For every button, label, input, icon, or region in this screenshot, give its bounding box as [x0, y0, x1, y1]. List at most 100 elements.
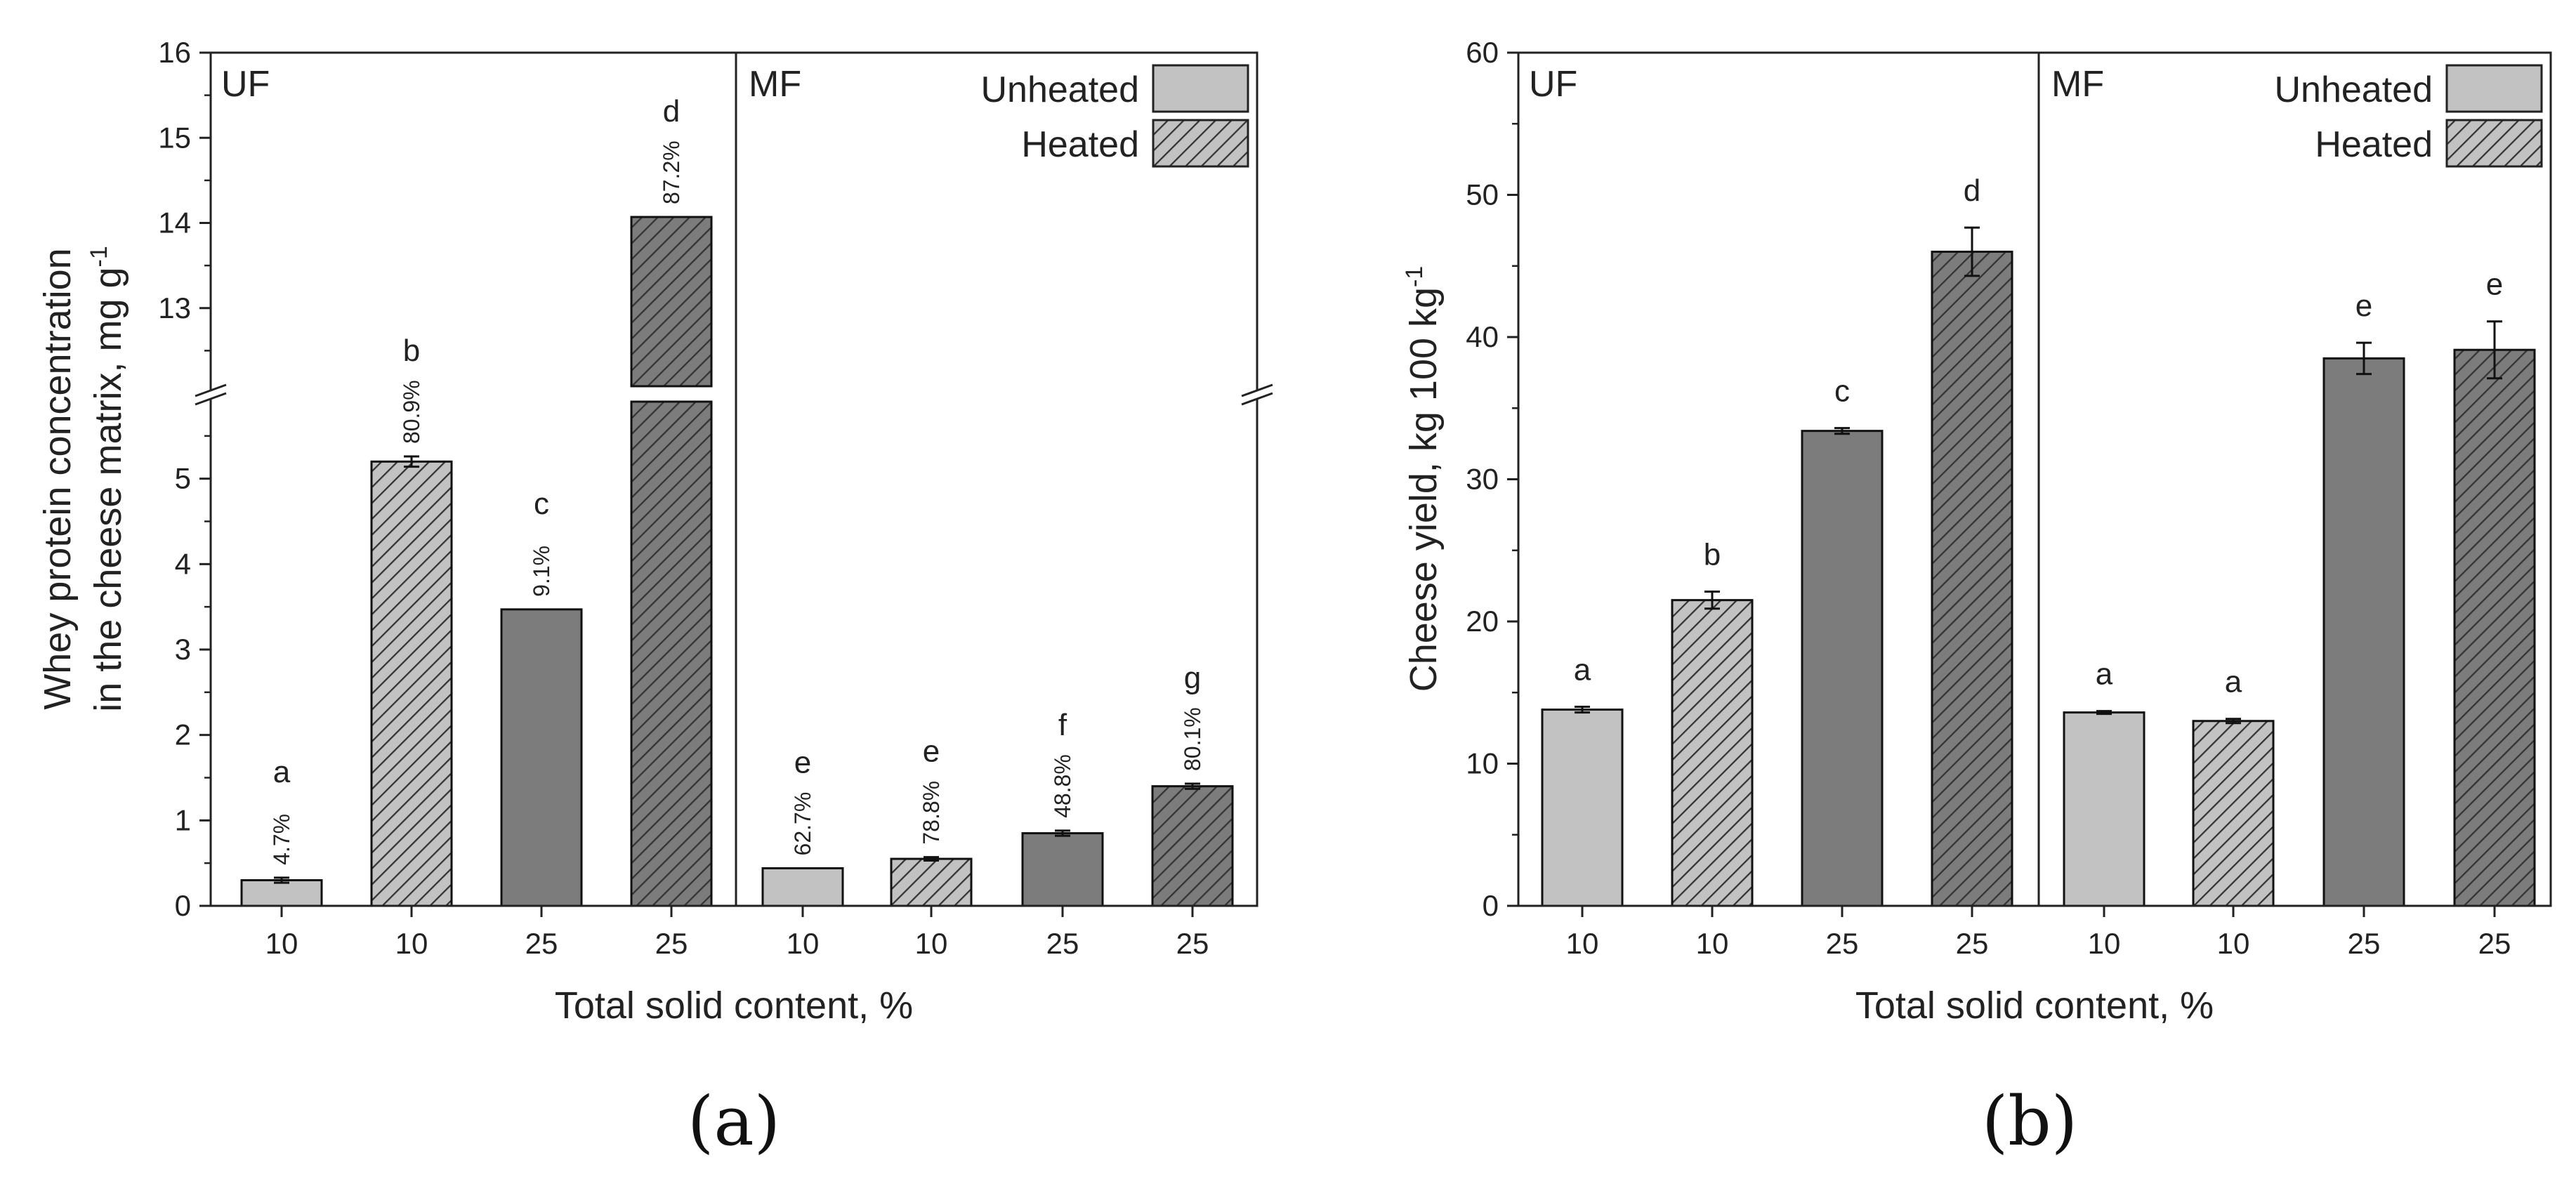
legend-label-heated: Heated	[2315, 124, 2433, 165]
significance-letter: g	[1184, 661, 1201, 695]
x-tick-label: 10	[265, 927, 298, 960]
bar-b-3	[1801, 430, 1884, 907]
legend-swatch-heated	[2445, 119, 2543, 168]
axis-break-gap-right	[1236, 390, 1278, 399]
x-tick-label: 25	[1176, 927, 1209, 960]
x-tick-label: 10	[1696, 927, 1729, 960]
bar-percentage-label: 4.7%	[269, 814, 294, 865]
bar-a-1	[240, 879, 323, 907]
y-tick-label: 30	[1466, 463, 1499, 496]
y-axis-title-superscript: -1	[1401, 266, 1428, 287]
y-axis-title: Cheese yield, kg 100 kg-1	[1401, 266, 1445, 692]
y-tick-label: 5	[175, 462, 191, 495]
bar-b-7	[2322, 357, 2405, 907]
x-tick-label: 10	[915, 927, 948, 960]
y-tick-label: 4	[175, 547, 191, 580]
group-label-mf: MF	[2051, 64, 2104, 105]
y-tick-label: 1	[175, 803, 191, 836]
bar-percentage-label: 62.7%	[790, 792, 815, 856]
x-tick-label: 25	[1826, 927, 1859, 960]
x-axis-title: Total solid content, %	[555, 984, 913, 1027]
x-tick-label: 10	[1566, 927, 1599, 960]
significance-letter: f	[1058, 708, 1067, 742]
bar-percentage-label: 80.9%	[399, 380, 424, 444]
y-tick-label: 13	[158, 291, 191, 324]
bar-percentage-label: 80.1%	[1180, 707, 1205, 771]
bar-b-6	[2192, 720, 2275, 907]
caption-b: (b)	[1982, 1082, 2077, 1161]
axis-break-gap-left	[190, 390, 232, 399]
legend-label-unheated: Unheated	[2274, 70, 2433, 110]
caption-a: (a)	[688, 1082, 780, 1161]
bar-a-6	[890, 857, 973, 907]
bar-a-2	[370, 460, 453, 907]
y-tick-label: 15	[158, 121, 191, 154]
bar-a-4-upper	[630, 216, 713, 388]
significance-letter: c	[1834, 374, 1850, 409]
bar-b-2	[1671, 599, 1754, 907]
x-tick-label: 25	[2478, 927, 2511, 960]
significance-letter: b	[403, 334, 420, 368]
x-axis-title: Total solid content, %	[1855, 984, 2214, 1027]
significance-letter: c	[534, 487, 549, 521]
y-tick-label: 40	[1466, 320, 1499, 353]
significance-letter: a	[273, 755, 291, 789]
x-tick-label: 10	[2217, 927, 2250, 960]
significance-letter: e	[2355, 289, 2372, 323]
bar-a-5	[761, 867, 844, 907]
bar-b-5	[2063, 711, 2145, 907]
bar-b-4	[1931, 251, 2013, 907]
significance-letter: e	[794, 745, 811, 779]
axis-break-mark-right	[1241, 392, 1273, 406]
significance-letter: a	[2225, 665, 2242, 699]
bar-a-3	[500, 608, 583, 907]
bar-b-1	[1541, 709, 1624, 907]
x-tick-label: 25	[1956, 927, 1989, 960]
y-axis-title-superscript: -1	[86, 246, 112, 267]
legend-label-heated: Heated	[1021, 124, 1139, 165]
y-tick-label: 14	[158, 206, 191, 239]
chart-a: 0 1 2 3 4 5 13 14 15 16 Whey protein concentration…	[37, 36, 1278, 1161]
axis-break-mark-right	[1241, 383, 1273, 397]
significance-letter: b	[1704, 537, 1721, 572]
y-tick-label: 0	[175, 889, 191, 922]
bar-a-4-lower	[630, 400, 713, 907]
legend-swatch-unheated	[2445, 64, 2543, 113]
bar-b-8	[2453, 348, 2536, 907]
y-axis-title-text: in the cheese matrix, mg g	[87, 267, 129, 711]
bar-percentage-label: 78.8%	[919, 781, 944, 845]
y-tick-label: 60	[1466, 36, 1499, 69]
bar-percentage-label: 87.2%	[659, 140, 684, 204]
y-tick-label: 20	[1466, 605, 1499, 638]
significance-letter: d	[663, 94, 680, 129]
x-tick-label: 10	[2088, 927, 2121, 960]
plot-frame	[209, 51, 1259, 907]
significance-letter: a	[1574, 653, 1591, 687]
significance-letter: e	[923, 735, 940, 769]
x-tick-label: 25	[1046, 927, 1079, 960]
legend-label-unheated: Unheated	[980, 70, 1139, 110]
y-axis-title-line1: Whey protein concentration	[37, 248, 79, 709]
legend-swatch-heated	[1152, 119, 1249, 168]
y-tick-label: 16	[158, 36, 191, 69]
y-axis-title-text: Cheese yield, kg 100 kg	[1402, 287, 1445, 692]
x-tick-label: 25	[655, 927, 688, 960]
y-tick-label: 50	[1466, 178, 1499, 211]
significance-letter: e	[2486, 268, 2503, 302]
bar-a-7	[1021, 832, 1104, 907]
group-label-uf: UF	[1529, 64, 1577, 105]
bar-percentage-label: 9.1%	[529, 546, 554, 597]
y-tick-label: 10	[1466, 747, 1499, 780]
significance-letter: d	[1964, 173, 1980, 208]
bar-percentage-label: 48.8%	[1050, 754, 1075, 818]
bar-a-8	[1151, 785, 1234, 907]
x-tick-label: 10	[787, 927, 820, 960]
group-label-mf: MF	[749, 64, 801, 105]
significance-letter: a	[2096, 657, 2113, 692]
y-tick-label: 0	[1483, 889, 1499, 922]
axis-break-mark-left	[195, 392, 227, 406]
legend-swatch-unheated	[1152, 64, 1249, 113]
y-axis-title-line2: in the cheese matrix, mg g-1	[86, 246, 129, 712]
axis-break-mark-left	[195, 383, 227, 397]
y-tick-label: 3	[175, 633, 191, 666]
